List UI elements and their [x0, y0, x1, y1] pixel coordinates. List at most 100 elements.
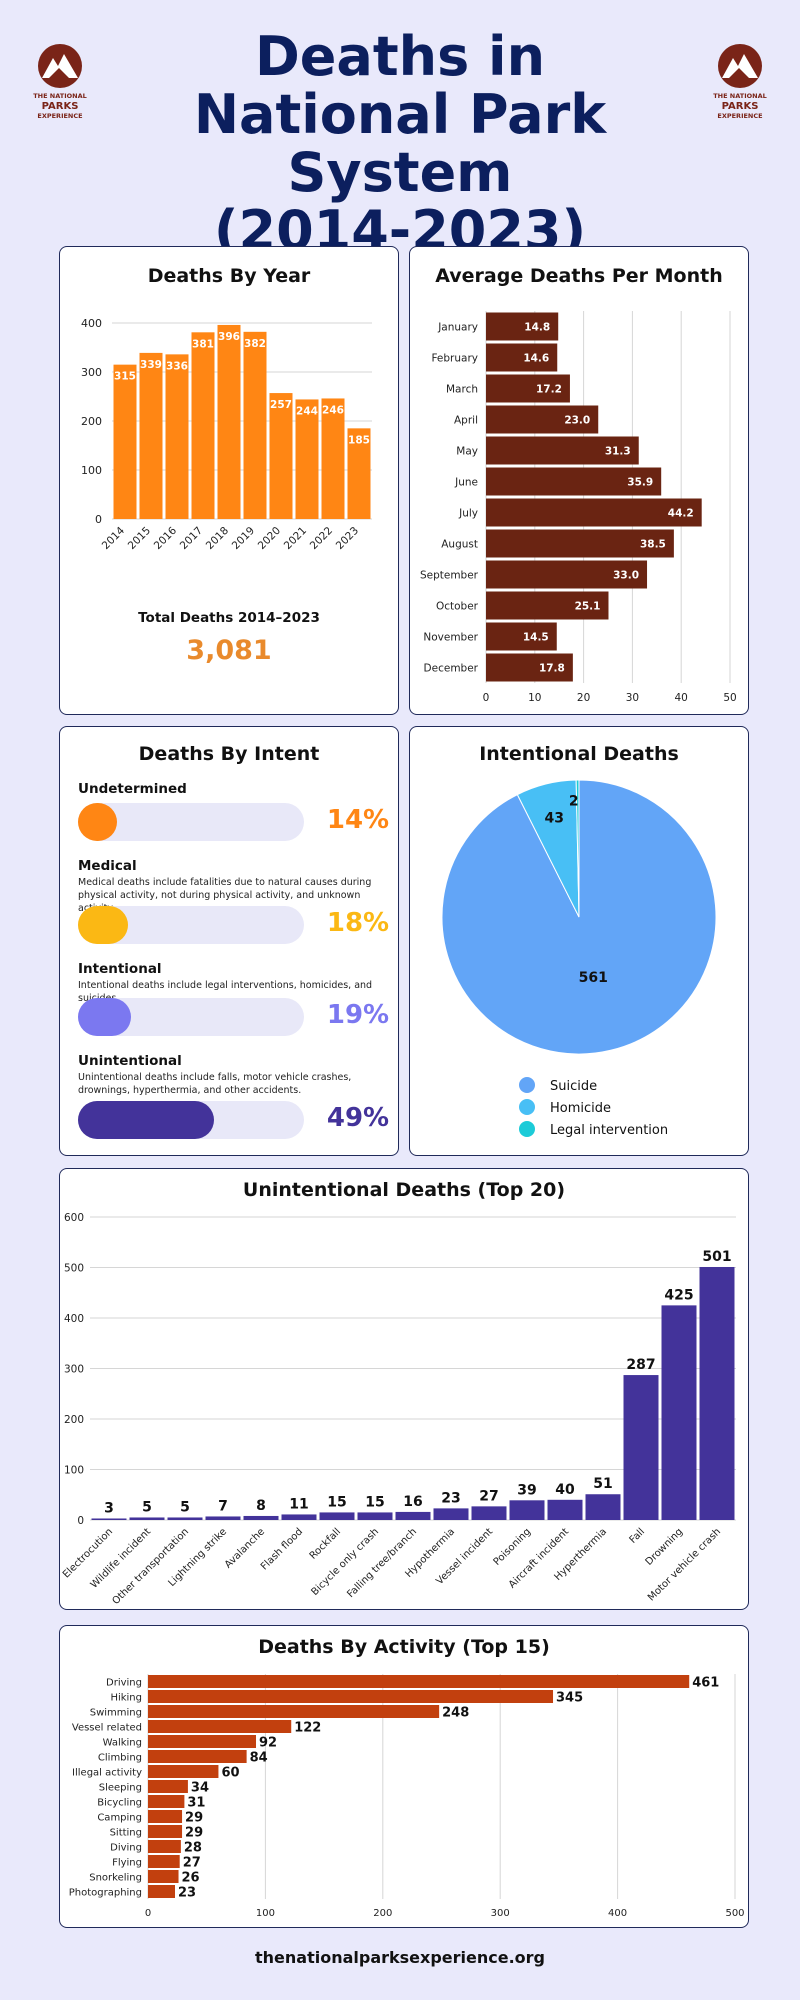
bar	[243, 331, 267, 519]
x-tick-label: 2023	[334, 525, 361, 552]
bar-value-label: 501	[702, 1249, 731, 1265]
bar	[148, 1705, 440, 1718]
chart-title: Deaths By Year	[147, 265, 311, 287]
y-tick-label: Climbing	[98, 1753, 142, 1764]
bar	[486, 529, 674, 558]
intent-name: Intentional	[78, 961, 162, 977]
intent-percentage: 18%	[326, 908, 390, 938]
bar	[623, 1375, 659, 1520]
y-tick-label: 200	[64, 1414, 84, 1426]
bar	[486, 467, 662, 496]
x-tick-label: 10	[528, 692, 541, 704]
bar-value-label: 14.5	[523, 632, 549, 644]
bar	[486, 591, 609, 620]
bar-value-label: 27	[183, 1856, 201, 1871]
x-tick-label: Rockfall	[308, 1526, 343, 1561]
bar	[148, 1825, 183, 1838]
page-title: Deaths in National Park System (2014-202…	[110, 28, 690, 260]
intent-name: Medical	[78, 858, 137, 874]
logo-line2: PARKS	[722, 101, 759, 112]
y-tick-label: Snorkeling	[89, 1873, 142, 1884]
deaths-by-intent-card: Deaths By Intent Undetermined 14% Medica…	[59, 726, 399, 1156]
y-tick-label: Driving	[106, 1678, 142, 1689]
bar	[148, 1780, 188, 1793]
bar-value-label: 185	[348, 434, 370, 446]
x-tick-label: 2016	[152, 524, 180, 552]
page-title-line-2: National Park System	[193, 83, 607, 204]
bar	[319, 1512, 355, 1520]
bar-value-label: 287	[626, 1357, 655, 1373]
bar-value-label: 44.2	[668, 508, 694, 520]
x-tick-label: 2015	[126, 525, 153, 552]
avg-deaths-per-month-card: Average Deaths Per Month 0 10 20 30 40 50 14.8…	[409, 246, 749, 715]
y-tick-label: 0	[95, 513, 102, 526]
intent-progress-fill	[78, 906, 128, 944]
y-tick-label: 100	[64, 1465, 84, 1477]
bar	[585, 1494, 621, 1520]
x-tick-label: 2020	[256, 525, 283, 552]
y-tick-label: 300	[64, 1364, 84, 1376]
x-tick-label: Motor vehicle crash	[646, 1526, 723, 1603]
bar-value-label: 39	[517, 1482, 536, 1498]
bar	[357, 1512, 393, 1520]
deaths-by-year-card: Deaths By Year 0 100 200 300 400 315 2014 339 20…	[59, 246, 399, 715]
y-tick-label: 200	[81, 415, 102, 428]
bar	[167, 1517, 203, 1520]
bar-value-label: 257	[270, 399, 292, 411]
intent-percentage: 14%	[326, 805, 390, 835]
y-tick-label: Swimming	[90, 1708, 142, 1719]
legend-swatch	[519, 1121, 535, 1137]
x-tick-label: 20	[577, 692, 590, 704]
bar	[486, 498, 702, 527]
x-tick-label: 300	[491, 1908, 510, 1919]
x-tick-label: 2017	[178, 525, 205, 552]
slice-value-label: 2	[569, 794, 579, 810]
deaths-by-year-chart: 0 100 200 300 400 315 2014 339 2015 336 2016 381 201…	[81, 317, 372, 552]
x-tick-label: 2014	[100, 524, 128, 552]
intent-progress-track	[78, 1101, 304, 1139]
y-tick-label: Sitting	[110, 1828, 142, 1839]
x-tick-label: 2018	[204, 525, 231, 552]
x-tick-label: Bicycle only crash	[310, 1526, 382, 1598]
chart-title: Deaths By Activity (Top 15)	[258, 1636, 550, 1658]
bar	[148, 1675, 690, 1688]
x-tick-label: 100	[256, 1908, 275, 1919]
bar-value-label: 7	[218, 1498, 228, 1514]
x-tick-label: 2019	[230, 525, 257, 552]
unintentional-deaths-card: Unintentional Deaths (Top 20) 0 100 200 300…	[59, 1168, 749, 1610]
intent-name: Undetermined	[78, 781, 187, 797]
slice-value-label: 561	[579, 970, 608, 986]
bar	[129, 1517, 165, 1520]
intent-progress-track	[78, 998, 304, 1036]
x-tick-label: 0	[145, 1908, 151, 1919]
bar-value-label: 23.0	[564, 415, 590, 427]
intent-progress-track	[78, 803, 304, 841]
y-tick-label: Sleeping	[99, 1783, 142, 1794]
intentional-deaths-card: Intentional Deaths 561 43 2 Suicide Homicide…	[409, 726, 749, 1156]
bar-value-label: 8	[256, 1498, 266, 1514]
logo-line2: PARKS	[42, 101, 79, 112]
bar-value-label: 246	[322, 404, 344, 416]
y-tick-label: December	[424, 663, 479, 675]
bar-value-label: 244	[296, 405, 318, 417]
bar-value-label: 336	[166, 360, 188, 372]
bar-value-label: 27	[479, 1488, 498, 1504]
bar	[148, 1810, 183, 1823]
bar	[486, 653, 573, 682]
bar	[486, 374, 570, 403]
bar-value-label: 33.0	[613, 570, 639, 582]
legend-label: Legal intervention	[550, 1123, 668, 1138]
bar	[148, 1855, 180, 1868]
bar	[395, 1511, 431, 1520]
legend-swatch	[519, 1099, 535, 1115]
y-tick-label: May	[456, 446, 478, 458]
bar-value-label: 17.8	[539, 663, 565, 675]
intent-percentage: 19%	[326, 1000, 390, 1030]
bar	[295, 399, 319, 519]
x-tick-label: 0	[483, 692, 490, 704]
y-tick-label: 500	[64, 1263, 84, 1275]
bar	[699, 1266, 735, 1520]
y-tick-label: Diving	[110, 1843, 142, 1854]
bar-value-label: 5	[180, 1499, 190, 1515]
bar	[148, 1885, 176, 1898]
